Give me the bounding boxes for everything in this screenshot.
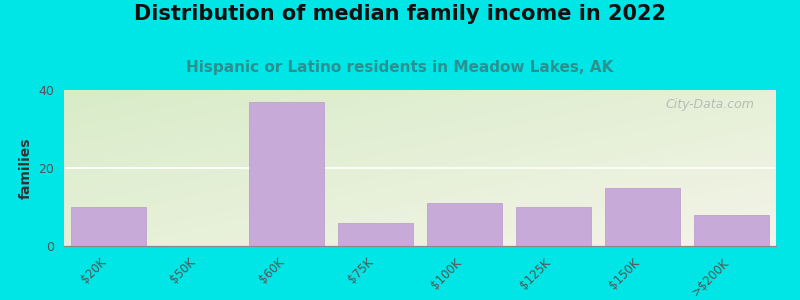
Text: Distribution of median family income in 2022: Distribution of median family income in … bbox=[134, 4, 666, 25]
Text: Hispanic or Latino residents in Meadow Lakes, AK: Hispanic or Latino residents in Meadow L… bbox=[186, 60, 614, 75]
Bar bbox=[70, 207, 146, 246]
Text: City-Data.com: City-Data.com bbox=[666, 98, 754, 111]
Bar bbox=[516, 207, 591, 246]
Bar bbox=[605, 188, 680, 246]
Bar bbox=[249, 102, 324, 246]
Bar bbox=[694, 215, 770, 246]
Bar bbox=[426, 203, 502, 246]
Y-axis label: families: families bbox=[19, 137, 33, 199]
Bar bbox=[338, 223, 414, 246]
